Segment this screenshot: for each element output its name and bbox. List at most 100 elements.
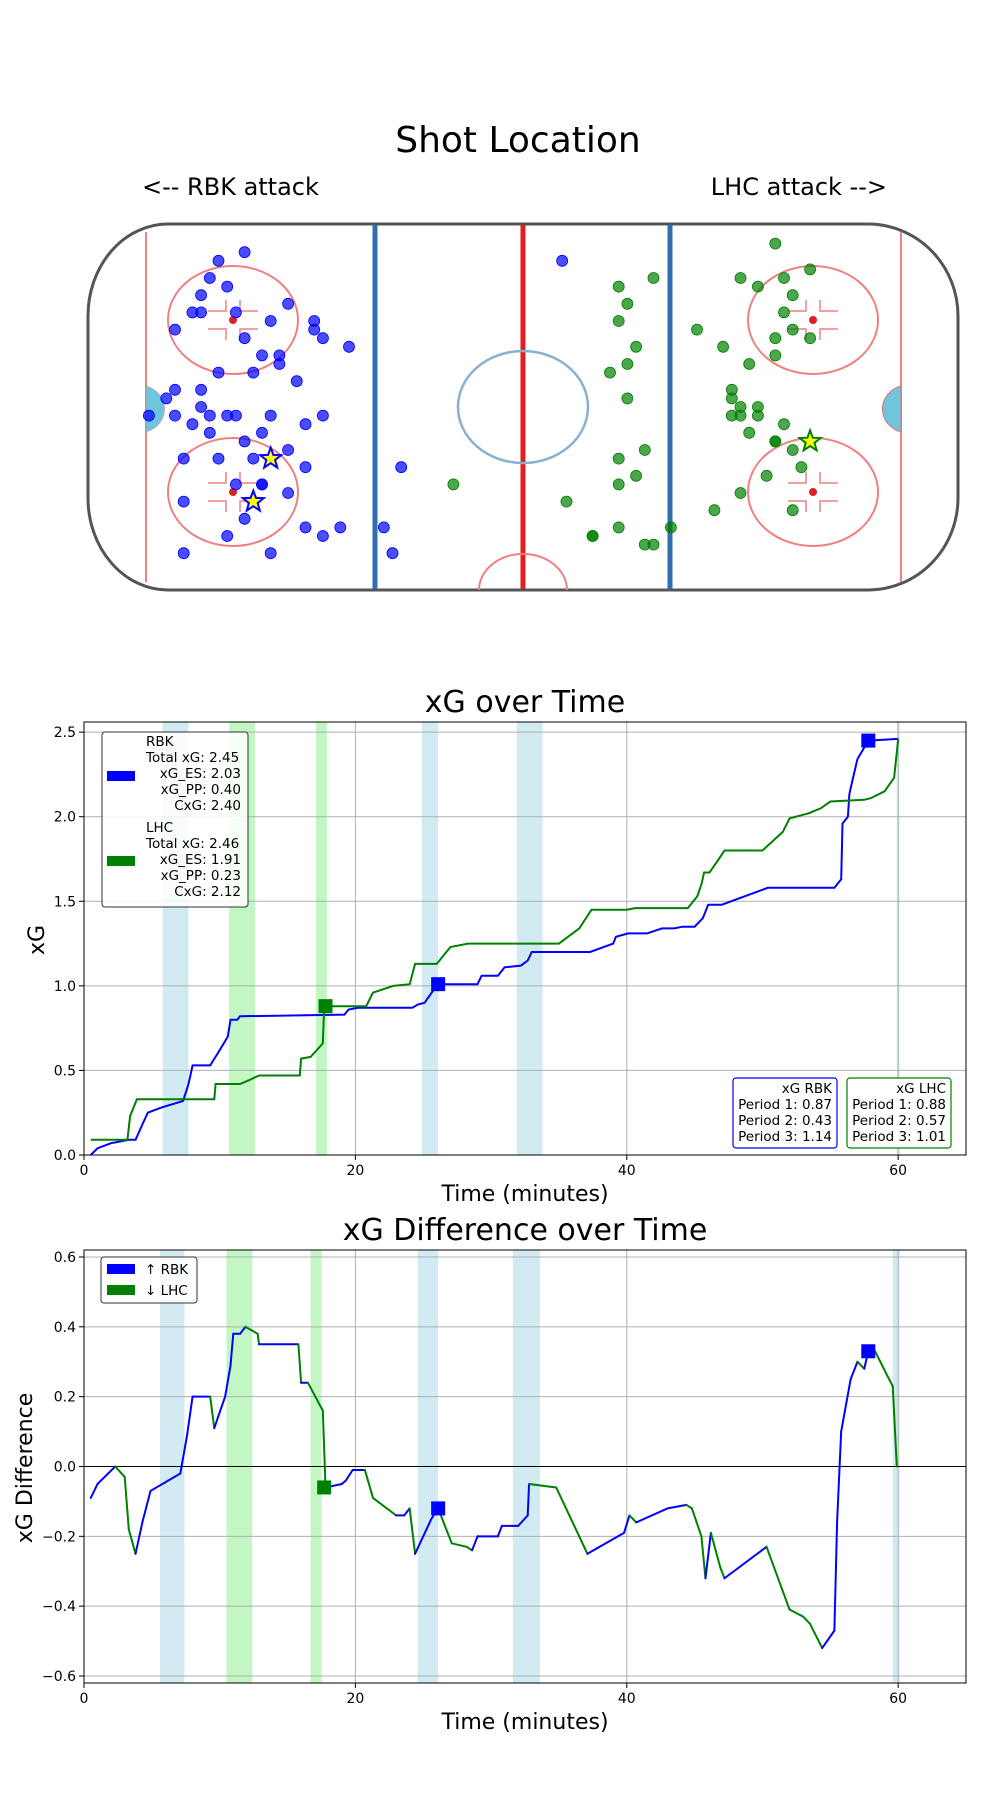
shot-dot-rbk bbox=[256, 349, 268, 362]
diff-segment bbox=[213, 1395, 227, 1430]
legend-rbk-line: CxG: 2.40 bbox=[174, 798, 241, 814]
chart2-markers bbox=[317, 1344, 876, 1516]
shot-dot-rbk bbox=[273, 349, 286, 362]
period-box-rbk-line: Period 2: 0.43 bbox=[738, 1113, 832, 1129]
shot-dot-rbk bbox=[316, 409, 329, 422]
chart1-series bbox=[90, 737, 900, 1156]
x-tick-label: 40 bbox=[618, 1163, 636, 1179]
shot-dot-lhc bbox=[769, 237, 782, 250]
shot-dot-rbk bbox=[256, 478, 268, 491]
rink-right-label: LHC attack --> bbox=[711, 173, 887, 201]
period-box-lhc-line: Period 3: 1.01 bbox=[852, 1129, 946, 1145]
goal-star-lhc bbox=[796, 427, 824, 453]
shot-dot-rbk bbox=[177, 547, 190, 560]
diff-segment bbox=[840, 1378, 852, 1433]
shot-dot-lhc bbox=[734, 487, 747, 499]
shot-dot-rbk bbox=[238, 246, 251, 259]
period-box-lhc-line: Period 1: 0.88 bbox=[852, 1097, 946, 1113]
diff-segment bbox=[517, 1514, 529, 1527]
diff-segment bbox=[465, 1545, 474, 1552]
legend-lhc-line: LHC bbox=[146, 820, 173, 836]
goal-marker-rbk bbox=[431, 977, 446, 992]
shot-dot-rbk bbox=[238, 435, 251, 448]
goal-crease-right bbox=[881, 385, 902, 433]
shot-dot-lhc bbox=[769, 349, 782, 362]
shot-dot-lhc bbox=[638, 444, 651, 456]
shot-dot-lhc bbox=[769, 435, 782, 448]
shot-dot-rbk bbox=[221, 530, 234, 542]
goal-star-rbk bbox=[257, 444, 284, 470]
diff-segment bbox=[856, 1360, 866, 1370]
x-tick-label: 0 bbox=[80, 1163, 89, 1179]
y-tick-label: 1.5 bbox=[54, 894, 76, 910]
diff-segment bbox=[403, 1507, 411, 1517]
shot-dot-rbk bbox=[195, 289, 208, 302]
shot-dot-rbk bbox=[169, 409, 181, 422]
diff-segment bbox=[833, 1521, 839, 1632]
shot-dot-rbk bbox=[386, 547, 399, 560]
shot-dot-rbk bbox=[264, 409, 277, 422]
shot-dot-rbk bbox=[195, 383, 208, 396]
series-line-rbk bbox=[90, 737, 899, 1156]
diff-segment bbox=[224, 1364, 232, 1398]
shot-dot-lhc bbox=[786, 323, 799, 336]
shot-dot-rbk bbox=[212, 366, 225, 379]
series-line-lhc bbox=[90, 738, 900, 1141]
chart2-x-axis: 0 20 40 60 bbox=[80, 1683, 907, 1707]
diff-segment bbox=[709, 1531, 722, 1569]
diff-segment bbox=[372, 1496, 398, 1517]
goal-star-rbk bbox=[240, 487, 267, 513]
shot-dot-lhc bbox=[734, 272, 747, 284]
chart1-legend: RBK Total xG: 2.45 xG_ES: 2.03 xG_PP: 0.… bbox=[101, 731, 249, 908]
legend-lhc-line: xG_ES: 1.91 bbox=[160, 852, 241, 868]
rink-left-label: <-- RBK attack bbox=[142, 173, 319, 201]
chart1-x-axis: 0 20 40 60 bbox=[80, 1155, 907, 1179]
shot-dot-rbk bbox=[299, 418, 312, 431]
shot-dot-rbk bbox=[290, 375, 303, 388]
diff-segment bbox=[149, 1472, 182, 1492]
diff-segment bbox=[363, 1468, 375, 1499]
shot-dot-lhc bbox=[604, 366, 616, 379]
diff-segment bbox=[496, 1524, 503, 1538]
shot-dot-rbk bbox=[203, 272, 216, 284]
shot-dot-lhc bbox=[630, 469, 642, 482]
diff-segment bbox=[690, 1507, 703, 1538]
diff-segment bbox=[408, 1507, 417, 1555]
x-tick-label: 0 bbox=[80, 1691, 89, 1707]
shot-dot-lhc bbox=[665, 521, 677, 534]
diff-segment bbox=[186, 1395, 194, 1437]
shot-dot-lhc bbox=[743, 358, 756, 370]
diff-segment bbox=[704, 1531, 712, 1580]
shot-dot-rbk bbox=[556, 254, 569, 267]
shot-dot-lhc bbox=[786, 504, 799, 517]
diff-segment bbox=[635, 1507, 669, 1524]
diff-segment bbox=[874, 1350, 889, 1377]
rink-title: Shot Location bbox=[395, 120, 641, 161]
y-tick-label: 0.4 bbox=[54, 1320, 76, 1336]
period-box-lhc: xG LHC Period 1: 0.88 Period 2: 0.57 Per… bbox=[846, 1077, 952, 1149]
diff-segment bbox=[685, 1503, 693, 1510]
diff-segment bbox=[821, 1629, 836, 1650]
diff-segment bbox=[256, 1332, 261, 1346]
diff-segment bbox=[586, 1531, 626, 1555]
diff-segment bbox=[127, 1528, 137, 1555]
legend-swatch-lhc-down bbox=[107, 1285, 135, 1295]
shot-dot-rbk bbox=[247, 366, 260, 379]
shot-dot-rbk bbox=[229, 306, 242, 319]
diff-segment bbox=[209, 1395, 216, 1430]
diff-segment bbox=[344, 1468, 354, 1482]
shot-dot-rbk bbox=[221, 280, 234, 293]
shot-dot-rbk bbox=[264, 315, 277, 327]
shot-dot-rbk bbox=[377, 521, 390, 534]
rink-panel: Shot Location <-- RBK attack LHC attack … bbox=[86, 120, 960, 592]
shot-dot-lhc bbox=[804, 332, 816, 345]
y-tick-label: 2.0 bbox=[54, 810, 76, 826]
shot-dot-rbk bbox=[316, 530, 329, 542]
shot-dot-rbk bbox=[299, 461, 312, 474]
period-box-rbk: xG RBK Period 1: 0.87 Period 2: 0.43 Per… bbox=[732, 1077, 838, 1149]
period-box-rbk-line: Period 1: 0.87 bbox=[738, 1097, 832, 1113]
shot-dot-rbk bbox=[177, 495, 190, 508]
shot-dot-lhc bbox=[621, 297, 634, 310]
diff-segment bbox=[555, 1486, 589, 1555]
diff-segment bbox=[528, 1482, 558, 1489]
